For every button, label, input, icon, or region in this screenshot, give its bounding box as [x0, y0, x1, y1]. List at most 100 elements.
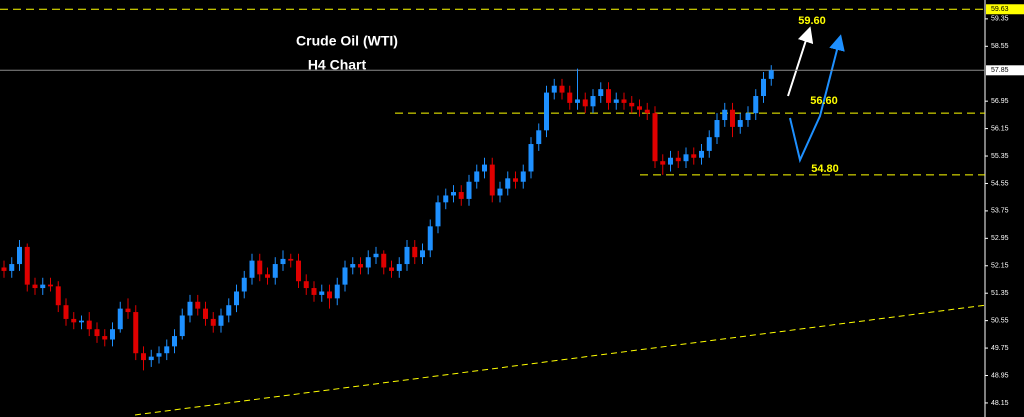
candle-body — [683, 154, 689, 162]
price-box — [986, 65, 1024, 76]
candle-body — [9, 264, 15, 271]
candle-body — [241, 277, 247, 292]
candle-body — [334, 284, 340, 299]
candle-body — [544, 92, 549, 131]
candle-body — [327, 291, 332, 299]
candle-body — [714, 120, 720, 138]
y-tick-label: 51.35 — [991, 290, 1009, 297]
candle-body — [482, 164, 487, 172]
y-tick-label: 50.55 — [991, 317, 1009, 324]
candle-body — [234, 291, 239, 306]
y-tick-label: 48.15 — [991, 400, 1009, 407]
candle-body — [288, 258, 294, 261]
target-label: 56.60 — [810, 95, 838, 107]
projection-arrow — [789, 34, 845, 164]
candle-body — [699, 150, 704, 158]
candle-body — [272, 264, 278, 278]
candle-body — [691, 154, 697, 158]
candle-body — [489, 164, 495, 196]
candle-body — [133, 312, 139, 354]
chart-subtitle: H4 Chart — [308, 57, 367, 73]
target-label: 54.80 — [811, 163, 839, 175]
candle-body — [706, 137, 712, 151]
candle-body — [79, 320, 84, 323]
y-tick-label: 56.95 — [991, 98, 1009, 105]
target-label: 59.60 — [798, 15, 826, 27]
candle-body — [652, 113, 658, 162]
projection-arrow — [787, 26, 814, 97]
candle-body — [381, 253, 387, 268]
candle-body — [427, 226, 433, 251]
candle-body — [737, 120, 743, 127]
candle-body — [303, 281, 309, 289]
candle-body — [55, 286, 61, 306]
candle-body — [1, 267, 7, 271]
candle-body — [590, 96, 596, 107]
candle-body — [350, 264, 356, 268]
candle-body — [613, 99, 619, 103]
y-tick-label: 59.35 — [991, 16, 1009, 23]
candle-body — [187, 301, 193, 316]
candle-body — [249, 260, 255, 278]
candle-body — [164, 346, 170, 354]
candle-body — [404, 246, 410, 265]
candle-body — [443, 195, 449, 203]
candle-body — [63, 305, 69, 319]
candle-body — [412, 246, 418, 258]
candle-body — [745, 113, 751, 121]
candle-body — [668, 157, 673, 165]
candle-body — [466, 181, 472, 199]
price-label: 57.85 — [991, 67, 1009, 74]
candle-body — [218, 315, 224, 326]
candle-body — [365, 257, 371, 268]
y-tick-label: 58.55 — [991, 43, 1009, 50]
candle-body — [389, 267, 394, 271]
candle-body — [125, 308, 131, 313]
candle-body — [606, 89, 611, 103]
candle-body — [172, 336, 177, 347]
candle-body — [319, 291, 325, 295]
candle-body — [582, 99, 588, 107]
candle-body — [621, 99, 627, 103]
candle-body — [753, 96, 759, 114]
y-tick-label: 52.15 — [991, 263, 1009, 270]
y-tick-label: 53.75 — [991, 208, 1009, 215]
candle-body — [86, 320, 92, 330]
candle-body — [210, 318, 216, 326]
candle-body — [110, 329, 115, 340]
y-tick-label: 55.35 — [991, 153, 1009, 160]
candle-body — [551, 85, 557, 93]
trendline — [134, 304, 986, 416]
candle-body — [156, 353, 162, 357]
candle-body — [179, 315, 185, 337]
candle-body — [520, 171, 526, 182]
candle-body — [342, 267, 348, 285]
candle-body — [637, 106, 642, 110]
candle-body — [17, 246, 22, 265]
candle-body — [629, 102, 635, 107]
candle-body — [280, 258, 286, 265]
y-tick-label: 49.75 — [991, 345, 1009, 352]
candle-body — [311, 288, 317, 295]
candle-body — [32, 284, 38, 289]
candle-body — [559, 85, 565, 93]
price-box — [986, 4, 1024, 15]
candle-body — [296, 260, 301, 282]
y-tick-label: 56.15 — [991, 125, 1009, 132]
y-tick-label: 52.95 — [991, 235, 1009, 242]
candle-body — [40, 284, 46, 289]
candle-body — [117, 308, 123, 330]
price-label: 59.63 — [991, 6, 1009, 13]
candle-body — [141, 353, 146, 361]
candle-body — [598, 89, 604, 97]
candle-body — [730, 109, 735, 127]
candle-body — [761, 78, 766, 97]
candle-body — [644, 109, 650, 114]
candle-body — [203, 308, 208, 319]
candle-body — [722, 109, 728, 121]
candle-body — [24, 246, 30, 285]
candle-body — [768, 70, 774, 79]
